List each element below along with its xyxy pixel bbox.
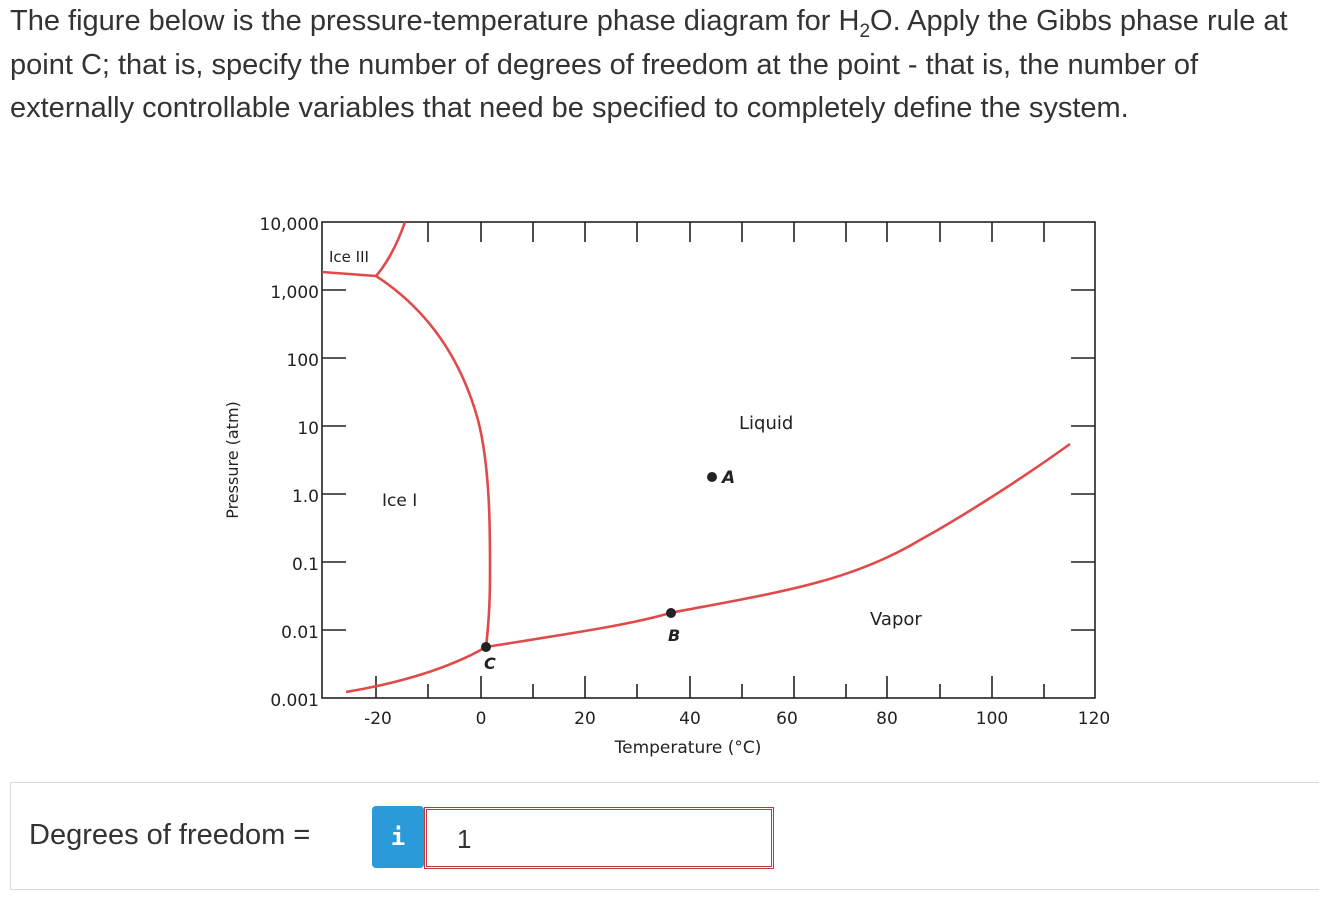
x-tick-marks (375, 222, 1045, 698)
region-vapor-label: Vapor (870, 609, 922, 630)
plot-frame (321, 221, 1096, 699)
region-ice1-label: Ice I (382, 491, 417, 511)
x-tick-label: -20 (364, 709, 392, 729)
degrees-of-freedom-input[interactable]: 1 (424, 807, 774, 869)
x-tick-label: 20 (574, 709, 596, 729)
x-tick-label: 80 (876, 709, 898, 729)
info-button[interactable]: i (372, 806, 424, 868)
x-tick-label: 100 (976, 709, 1008, 729)
point-b-label: B (668, 626, 680, 645)
x-tick-label: 0 (476, 709, 487, 729)
phase-diagram: 10,000 1,000 100 10 1.0 0.1 0.01 0.001 -… (223, 215, 1110, 758)
y-tick-label: 0.01 (281, 623, 319, 643)
point-a-label: A (720, 468, 735, 488)
region-liquid-label: Liquid (739, 413, 793, 434)
x-tick-labels: -20 0 20 40 60 80 100 120 (364, 709, 1110, 729)
y-tick-label: 1.0 (292, 487, 319, 507)
phase-boundaries (321, 221, 1071, 694)
point-a-marker (707, 472, 717, 482)
question-text-start: The figure below is the pressure-tempera… (10, 5, 860, 37)
ice3-ice1-boundary (321, 270, 377, 278)
question-subscript: 2 (859, 20, 871, 42)
question-text: The figure below is the pressure-tempera… (10, 0, 1310, 131)
y-tick-label: 0.001 (270, 691, 319, 711)
region-ice3-label: Ice III (329, 248, 369, 266)
y-axis-title: Pressure (atm) (223, 401, 242, 519)
y-tick-label: 0.1 (292, 555, 319, 575)
sublimation-curve (345, 645, 487, 694)
y-tick-label: 1,000 (270, 283, 319, 303)
vaporization-curve (485, 442, 1071, 649)
question-text-end: O. Apply the Gibbs phase rule at point C… (10, 5, 1288, 124)
x-axis-title: Temperature (°C) (614, 738, 762, 758)
info-icon: i (390, 823, 406, 851)
y-tick-label: 100 (287, 351, 319, 371)
point-c-label: C (484, 654, 496, 673)
x-tick-label: 120 (1078, 709, 1110, 729)
answer-panel: Degrees of freedom = i 1 (10, 782, 1319, 890)
x-tick-label: 40 (679, 709, 701, 729)
y-tick-label: 10 (297, 419, 319, 439)
x-tick-label: 60 (776, 709, 798, 729)
fusion-curve (375, 274, 492, 648)
y-tick-marks (322, 289, 1095, 631)
point-c-marker (481, 642, 491, 652)
answer-value: 1 (457, 824, 472, 854)
answer-label: Degrees of freedom = (29, 819, 311, 851)
y-tick-labels: 10,000 1,000 100 10 1.0 0.1 0.01 0.001 (260, 215, 319, 711)
ice3-liquid-boundary (375, 221, 407, 277)
y-tick-label: 10,000 (260, 215, 319, 235)
point-b-marker (666, 608, 676, 618)
